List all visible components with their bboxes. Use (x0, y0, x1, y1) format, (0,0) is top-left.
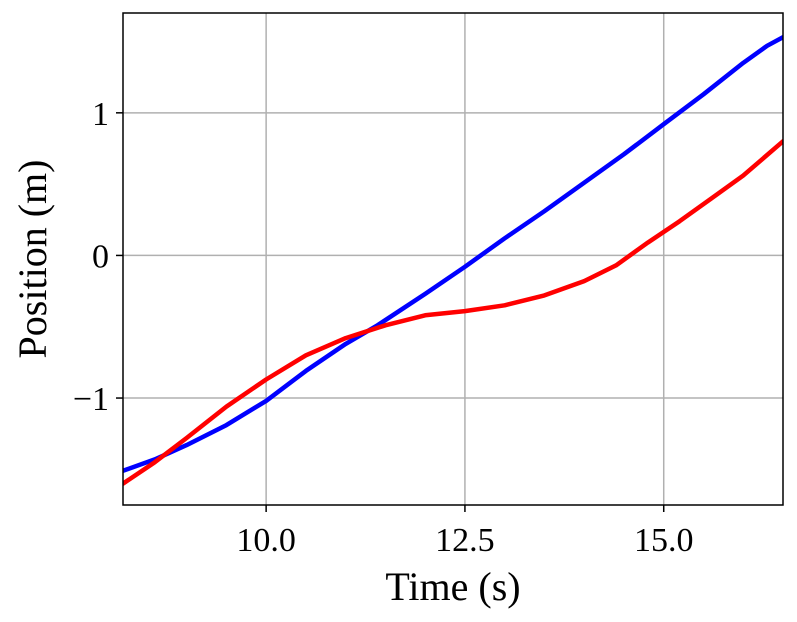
y-tick-label: −1 (73, 381, 109, 418)
x-tick-label: 15.0 (634, 522, 694, 559)
ticks: 10.0 12.5 15.0 1 0 −1 (73, 96, 694, 559)
y-tick-label: 0 (92, 238, 109, 275)
x-tick-label: 10.0 (236, 522, 296, 559)
y-tick-label: 1 (92, 96, 109, 133)
y-axis-label: Position (m) (10, 160, 55, 359)
series-line-1 (123, 34, 783, 474)
plot-frame (122, 12, 784, 506)
x-tick-label: 12.5 (435, 522, 495, 559)
series-layer (123, 34, 783, 486)
series-line-2 (123, 139, 783, 486)
grid (123, 13, 783, 505)
x-axis-label: Time (s) (385, 564, 520, 609)
